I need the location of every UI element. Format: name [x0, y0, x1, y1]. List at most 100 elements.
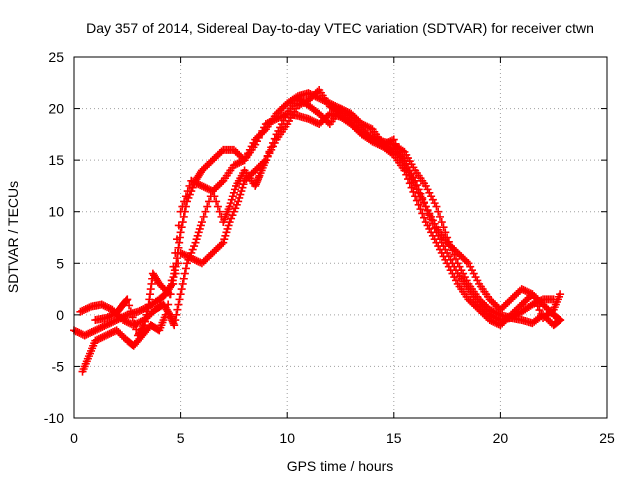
- data-point: [556, 290, 565, 299]
- data-point: [187, 254, 196, 263]
- data-point: [434, 207, 443, 216]
- data-point: [84, 329, 93, 338]
- data-point: [91, 326, 100, 335]
- data-point: [313, 119, 322, 128]
- data-point: [217, 147, 226, 156]
- data-point: [526, 289, 535, 298]
- x-axis: 0 5 10 15 20 25: [70, 57, 615, 446]
- data-point: [101, 321, 110, 330]
- data-point: [231, 160, 240, 169]
- data-point: [76, 307, 85, 316]
- series-track-4: [91, 94, 565, 340]
- data-point: [389, 135, 398, 144]
- data-point: [83, 304, 92, 313]
- data-point: [122, 317, 131, 326]
- data-point: [85, 328, 94, 337]
- data-point: [75, 328, 84, 337]
- data-point: [361, 121, 370, 130]
- data-point: [201, 183, 210, 192]
- data-point: [528, 290, 537, 299]
- data-point: [185, 181, 194, 190]
- data-point: [535, 306, 544, 315]
- chart-title: Day 357 of 2014, Sidereal Day-to-day VTE…: [86, 20, 594, 36]
- data-point: [109, 317, 118, 326]
- data-point: [304, 114, 313, 123]
- data-point: [412, 196, 421, 205]
- data-point: [451, 254, 460, 263]
- data-point: [519, 285, 528, 294]
- data-point: [418, 209, 427, 218]
- data-point: [161, 310, 170, 319]
- data-point: [267, 117, 276, 126]
- data-point: [270, 115, 279, 124]
- data-point: [208, 187, 217, 196]
- data-point: [524, 288, 533, 297]
- data-point: [100, 322, 109, 331]
- data-point: [263, 119, 272, 128]
- data-point: [101, 302, 110, 311]
- data-point: [203, 202, 212, 211]
- data-point: [119, 316, 128, 325]
- data-point: [313, 87, 322, 96]
- data-point: [277, 112, 286, 121]
- data-point: [379, 140, 388, 149]
- data-point: [183, 252, 192, 261]
- data-point: [556, 316, 565, 325]
- data-point: [89, 327, 98, 336]
- data-point: [270, 134, 279, 143]
- data-point: [94, 324, 103, 333]
- y-axis-label: SDTVAR / TECUs: [5, 181, 21, 293]
- data-point: [398, 146, 407, 155]
- data-point: [517, 285, 526, 294]
- data-point: [265, 147, 274, 156]
- data-point: [420, 213, 429, 222]
- data-point: [139, 322, 148, 331]
- data-point: [174, 221, 183, 230]
- data-point: [165, 290, 174, 299]
- data-point: [169, 262, 178, 271]
- data-point: [274, 114, 283, 123]
- data-point: [189, 177, 198, 186]
- data-point: [104, 303, 113, 312]
- data-point: [185, 253, 194, 262]
- data-point: [180, 269, 189, 278]
- x-tick-label: 25: [599, 430, 615, 446]
- data-point: [268, 116, 277, 125]
- data-point: [494, 320, 503, 329]
- data-point: [210, 192, 219, 201]
- data-point: [197, 181, 206, 190]
- data-point: [126, 307, 135, 316]
- data-point: [170, 321, 179, 330]
- data-point: [414, 200, 423, 209]
- data-point: [531, 298, 540, 307]
- data-point: [435, 212, 444, 221]
- data-point: [396, 152, 405, 161]
- data-point: [100, 332, 109, 341]
- data-point: [128, 313, 137, 322]
- data-point: [432, 202, 441, 211]
- data-point: [133, 307, 142, 316]
- data-point: [416, 205, 425, 214]
- x-tick-label: 10: [279, 430, 295, 446]
- data-point: [125, 301, 134, 310]
- data-point: [199, 212, 208, 221]
- data-point: [533, 302, 542, 311]
- data-point: [164, 288, 173, 297]
- data-point: [181, 264, 190, 273]
- x-axis-label: GPS time / hours: [287, 458, 394, 474]
- data-point: [82, 330, 91, 339]
- data-point: [93, 325, 102, 334]
- data-point: [233, 159, 242, 168]
- data-point: [341, 107, 350, 116]
- data-point: [491, 318, 500, 327]
- data-point: [521, 286, 530, 295]
- data-point: [340, 106, 349, 115]
- data-point: [137, 306, 146, 315]
- data-point: [261, 156, 270, 165]
- data-point: [555, 316, 564, 325]
- data-point: [205, 197, 214, 206]
- data-point: [98, 333, 107, 342]
- series-track-2: [76, 109, 565, 330]
- data-point: [187, 176, 196, 185]
